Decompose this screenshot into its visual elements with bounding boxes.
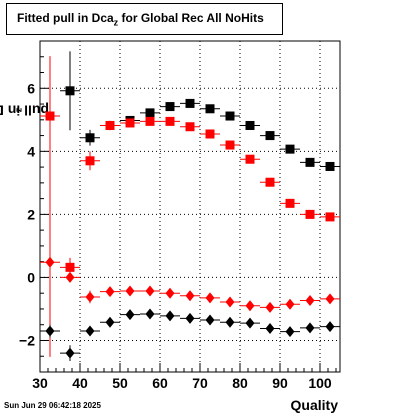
data-point-diamond [185,312,195,324]
data-point-diamond [265,301,275,313]
x-tick-label: 60 [152,375,168,391]
x-axis-label: Quality [290,397,338,413]
y-tick-label: 2 [27,206,35,222]
data-point-diamond [305,322,315,334]
data-point-diamond [285,298,295,310]
data-point-square [105,120,115,130]
x-tick-label: 70 [192,375,208,391]
y-tick-label: 4 [27,143,35,159]
data-point-diamond [325,293,335,305]
data-point-diamond [85,291,95,303]
data-point-diamond [45,325,55,337]
data-point-diamond [45,256,55,268]
data-point-square [65,262,75,272]
data-point-square [185,122,195,132]
data-point-square [65,86,75,96]
x-tick-label: 50 [112,375,128,391]
data-point-square [325,212,335,222]
data-point-square [225,111,235,121]
data-point-square [165,102,175,112]
data-point-square [145,116,155,126]
plot-frame [39,40,341,373]
data-point-square [225,140,235,150]
chart-title-main: Fitted pull in Dca [17,11,114,25]
data-point-diamond [85,325,95,337]
data-point-diamond [225,316,235,328]
data-point-square [285,144,295,154]
data-point-diamond [305,294,315,306]
data-point-diamond [145,285,155,297]
x-tick-label: 80 [232,375,248,391]
data-point-diamond [285,326,295,338]
chart-title-sub: z [113,17,119,28]
data-point-diamond [205,314,215,326]
data-point-diamond [245,300,255,312]
data-point-square [85,156,95,166]
data-point-square [145,108,155,118]
timestamp: Sun Jun 29 06:42:18 2025 [4,401,101,410]
data-point-diamond [125,285,135,297]
data-point-square [285,198,295,208]
data-point-square [305,157,315,167]
data-point-diamond [65,347,75,359]
data-point-diamond [205,292,215,304]
data-point-square [125,118,135,128]
data-point-diamond [245,317,255,329]
data-point-square [205,104,215,114]
y-tick-label: 0 [27,269,35,285]
data-point-square [185,98,195,108]
data-point-diamond [125,309,135,321]
title-box: Fitted pull in Dcaz for Global Rec All N… [6,3,283,35]
data-point-square [165,116,175,126]
data-point-diamond [105,286,115,298]
data-point-square [45,111,55,121]
data-point-square [305,209,315,219]
data-point-square [245,120,255,130]
data-point-diamond [165,287,175,299]
x-tick-label: 100 [308,375,332,391]
data-point-square [265,177,275,187]
data-point-diamond [265,322,275,334]
x-tick-label: 90 [272,375,288,391]
chart-title: Fitted pull in Dcaz for Global Rec All N… [17,11,264,27]
data-point-square [325,161,335,171]
data-point-diamond [325,321,335,333]
y-tick-label: −2 [19,332,35,348]
data-point-square [265,131,275,141]
data-point-square [205,129,215,139]
chart-title-rest: for Global Rec All NoHits [118,11,264,25]
data-point-diamond [185,290,195,302]
data-point-diamond [105,316,115,328]
data-point-diamond [65,271,75,283]
data-point-diamond [165,310,175,322]
data-point-diamond [225,296,235,308]
data-point-diamond [145,308,155,320]
y-tick-label: 6 [27,80,35,96]
data-point-square [85,133,95,143]
x-tick-label: 30 [32,375,48,391]
data-point-square [245,154,255,164]
x-tick-label: 40 [72,375,88,391]
